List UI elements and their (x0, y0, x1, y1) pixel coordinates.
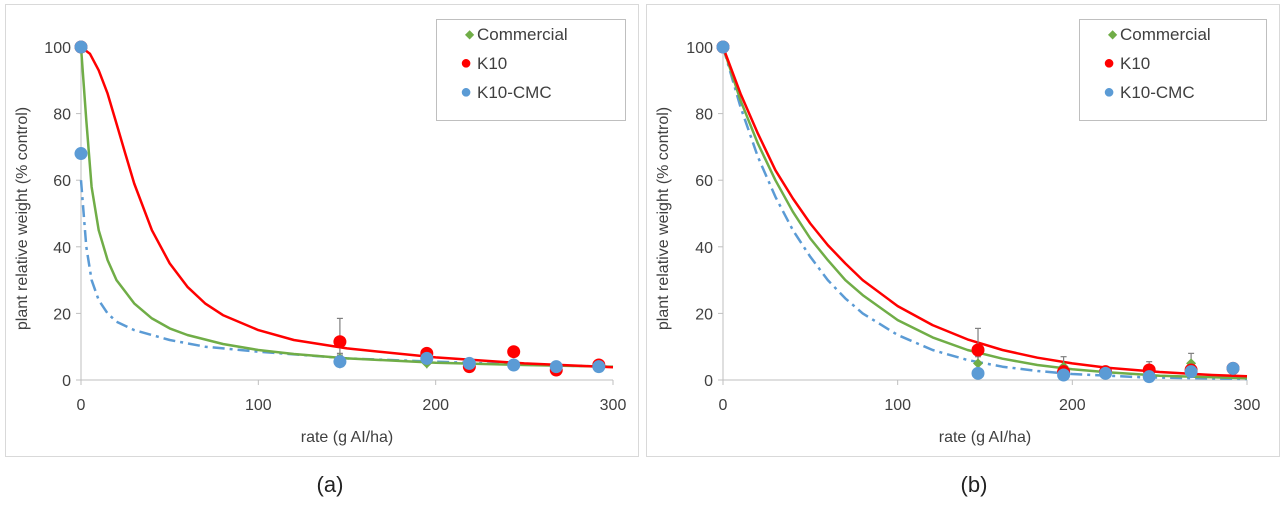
chart-b-point-k10-cmc (1099, 366, 1113, 380)
chart-b-point-k10 (971, 343, 985, 357)
chart-a-point-k10-cmc (74, 147, 88, 161)
chart-b-x-tick-label: 200 (1059, 397, 1086, 414)
chart-b-y-tick-label: 20 (695, 306, 713, 323)
chart-a-x-tick-label: 200 (422, 397, 449, 414)
legend-marker-k10-cmc: ● (1103, 81, 1116, 103)
legend-label-commercial: Commercial (477, 25, 568, 44)
chart-a-fit-line-k10 (80, 46, 614, 369)
chart-b-x-tick-label: 100 (884, 397, 911, 414)
chart-b-y-axis-label: plant relative weight (% control) (655, 107, 672, 330)
chart-a-y-axis-label: plant relative weight (% control) (14, 107, 31, 330)
chart-b-fit-line-k10-cmc (721, 46, 1248, 381)
chart-a-point-k10-cmc (420, 351, 434, 365)
chart-b-y-tick-label: 40 (695, 240, 713, 257)
chart-b-y-tick-label: 0 (704, 373, 713, 390)
legend-entry-commercial: ◆ Commercial (1080, 20, 1266, 49)
chart-b-point-commercial (973, 358, 984, 369)
chart-b-point-k10-cmc (1184, 365, 1198, 379)
chart-b-y-tick-label: 80 (695, 107, 713, 124)
legend-marker-commercial: ◆ (465, 27, 475, 41)
chart-a-point-k10-cmc (592, 360, 606, 374)
legend-marker-k10: ● (460, 52, 473, 74)
chart-a-legend: ◆ Commercial ● K10 ● K10-CMC (436, 19, 626, 121)
chart-a-point-k10-cmc (462, 356, 476, 370)
chart-panel-a: 0 20 40 60 80 100 0 100 200 300 rate (g AI/ha) plan… (5, 4, 639, 457)
chart-b-y-tick-label: 60 (695, 173, 713, 190)
chart-b-legend: ◆ Commercial ● K10 ● K10-CMC (1079, 19, 1267, 121)
chart-a-x-tick-label: 300 (600, 397, 627, 414)
chart-a-x-axis-label: rate (g AI/ha) (301, 429, 394, 446)
legend-label-k10-cmc: K10-CMC (477, 83, 552, 102)
chart-a-y-tick-label: 20 (53, 306, 71, 323)
chart-b-point-k10-cmc (1057, 368, 1071, 382)
chart-a-point-k10-cmc (549, 360, 563, 374)
caption-a: (a) (316, 472, 344, 497)
chart-a-x-tick-label: 100 (245, 397, 272, 414)
chart-a-point-k10-cmc (333, 355, 347, 369)
legend-entry-k10-cmc: ● K10-CMC (437, 78, 625, 107)
legend-label-commercial: Commercial (1120, 25, 1211, 44)
chart-a-point-k10-cmc (507, 358, 521, 372)
chart-b-point-k10-cmc (971, 366, 985, 380)
chart-a-fit-line-k10-cmc (79, 180, 614, 368)
chart-b-point-k10-cmc (1142, 370, 1156, 384)
legend-entry-k10-cmc: ● K10-CMC (1080, 78, 1266, 107)
chart-a-y-tick-label: 0 (62, 373, 71, 390)
legend-marker-commercial: ◆ (1108, 27, 1118, 41)
chart-a-fit-line-commercial (79, 46, 614, 368)
chart-b-x-tick-label: 0 (719, 397, 728, 414)
chart-a-y-tick-label: 80 (53, 107, 71, 124)
legend-label-k10-cmc: K10-CMC (1120, 83, 1195, 102)
chart-b-x-tick-label: 300 (1234, 397, 1261, 414)
chart-a-point-k10-cmc (74, 40, 88, 54)
legend-entry-commercial: ◆ Commercial (437, 20, 625, 49)
chart-b-y-tick-label: 100 (686, 40, 713, 57)
chart-b-point-k10-cmc (716, 40, 730, 54)
chart-a-y-tick-label: 100 (44, 40, 71, 57)
chart-b-plot: 0 20 40 60 80 100 0 100 200 300 rate (g AI/ha) plan… (655, 40, 1261, 446)
legend-label-k10: K10 (477, 54, 508, 73)
legend-marker-k10-cmc: ● (460, 81, 473, 103)
legend-label-k10: K10 (1120, 54, 1151, 73)
chart-b-x-axis-label: rate (g AI/ha) (939, 429, 1032, 446)
chart-b-point-k10-cmc (1226, 361, 1240, 375)
chart-panel-b: 0 20 40 60 80 100 0 100 200 300 rate (g AI/ha) plan… (646, 4, 1280, 457)
caption-b: (b) (960, 472, 988, 497)
chart-a-x-tick-label: 0 (77, 397, 86, 414)
chart-a-y-tick-label: 40 (53, 240, 71, 257)
legend-marker-k10: ● (1103, 52, 1116, 74)
chart-a-point-k10 (507, 345, 521, 359)
legend-entry-k10: ● K10 (1080, 49, 1266, 78)
chart-a-plot: 0 20 40 60 80 100 0 100 200 300 rate (g AI/ha) plan… (14, 40, 627, 446)
chart-a-y-tick-label: 60 (53, 173, 71, 190)
legend-entry-k10: ● K10 (437, 49, 625, 78)
chart-a-point-k10 (333, 335, 347, 349)
